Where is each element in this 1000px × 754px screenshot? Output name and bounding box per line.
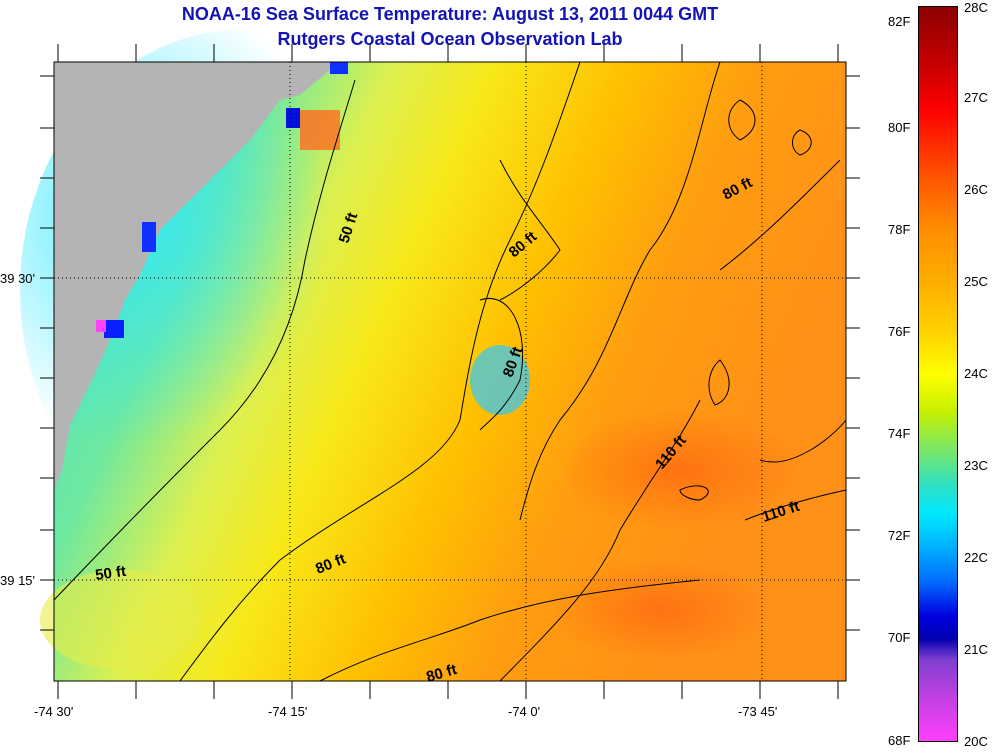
bathymetry-contours <box>53 61 847 682</box>
temperature-colorbar <box>918 6 958 742</box>
lon-label: -74 0' <box>508 704 541 719</box>
colorbar-f-label: 68F <box>888 733 911 748</box>
colorbar-f-label: 78F <box>888 222 911 237</box>
colorbar-c-label: 27C <box>964 90 988 105</box>
colorbar-c-label: 24C <box>964 366 988 381</box>
lon-label: -74 30' <box>34 704 74 719</box>
colorbar-f-label: 82F <box>888 14 911 29</box>
lat-label: 39 30' <box>0 271 36 286</box>
grid-lines <box>54 62 846 681</box>
contour-label: 50 ft <box>94 563 127 584</box>
colorbar-c-label: 21C <box>964 642 988 657</box>
sea-surface <box>20 30 846 681</box>
map-subtitle: Rutgers Coastal Ocean Observation Lab <box>277 29 623 49</box>
colorbar-c-label: 25C <box>964 274 988 289</box>
colorbar-c-label: 23C <box>964 458 988 473</box>
map-title: NOAA-16 Sea Surface Temperature: August … <box>181 4 719 24</box>
colorbar-f-label: 76F <box>888 324 911 339</box>
lon-label: -74 15' <box>268 704 308 719</box>
land-mass <box>54 62 330 490</box>
colorbar-c-label: 20C <box>964 734 988 749</box>
colorbar-c-label: 26C <box>964 182 988 197</box>
colorbar-f-label: 80F <box>888 120 911 135</box>
lat-label: 39 15' <box>0 573 36 588</box>
colorbar-c-label: 22C <box>964 550 988 565</box>
lon-label: -73 45' <box>738 704 778 719</box>
axis-ticks <box>40 44 860 699</box>
colorbar-c-label: 28C <box>964 0 988 15</box>
coastal-anomalies <box>96 62 348 338</box>
colorbar-f-label: 70F <box>888 630 911 645</box>
colorbar-f-label: 74F <box>888 426 911 441</box>
map-frame <box>53 61 847 682</box>
colorbar-f-label: 72F <box>888 528 911 543</box>
